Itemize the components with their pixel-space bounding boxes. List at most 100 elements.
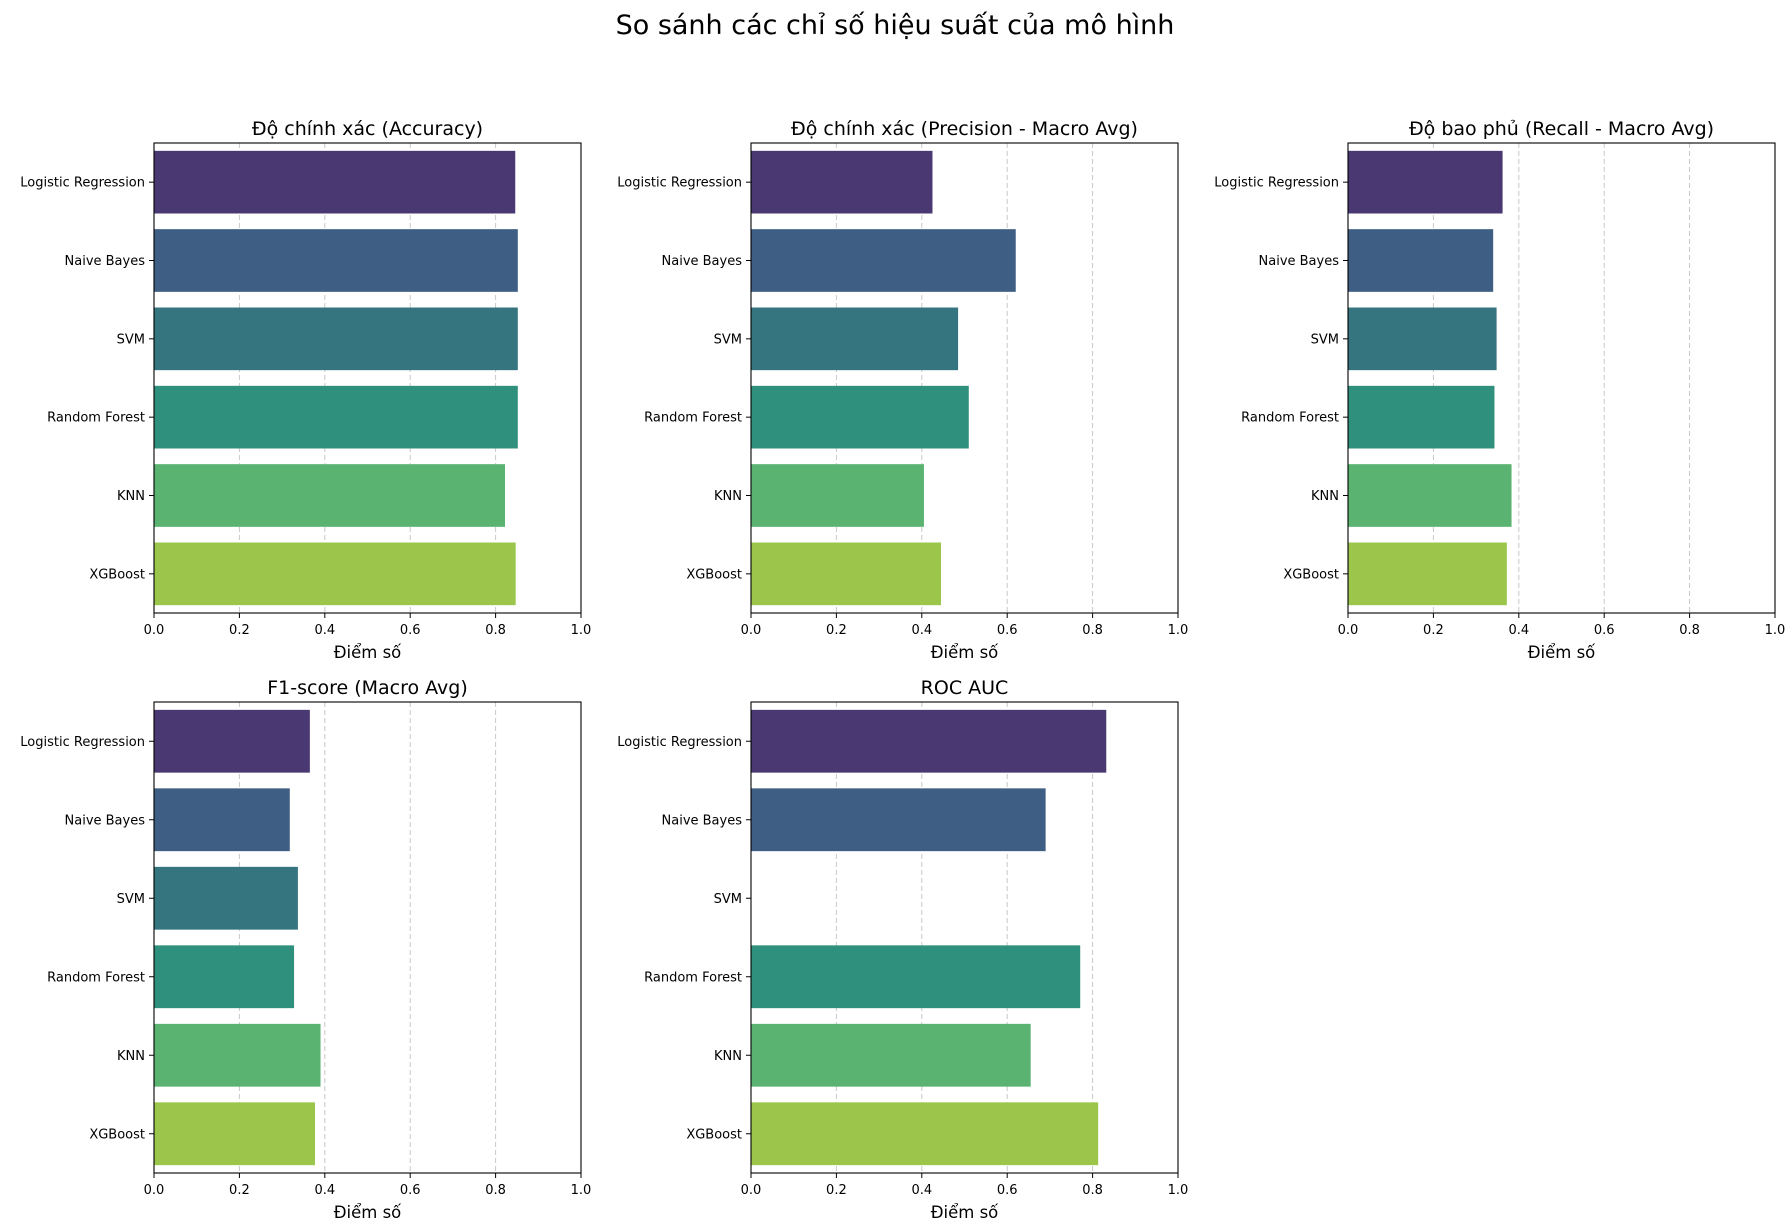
axes-frame <box>153 701 582 1174</box>
axes-frame <box>750 142 1179 614</box>
plot-area <box>751 143 1178 613</box>
y-tick-label: KNN <box>714 1049 742 1064</box>
bar-random-forest <box>154 385 518 449</box>
x-tick-label: 0.4 <box>911 623 932 638</box>
bar-random-forest <box>751 945 1081 1009</box>
y-tick-label: Random Forest <box>47 411 145 426</box>
y-tick-label: SVM <box>1311 332 1339 347</box>
bar-logistic-regression <box>154 150 516 214</box>
bar-naive-bayes <box>154 229 518 292</box>
y-tick-label: XGBoost <box>686 1127 742 1142</box>
bar-random-forest <box>154 945 295 1009</box>
x-tick-label: 0.0 <box>144 1183 165 1198</box>
bar-xgboost <box>751 1102 1099 1166</box>
y-tick-label: Logistic Regression <box>617 176 742 191</box>
bar-logistic-regression <box>751 150 933 214</box>
bar-logistic-regression <box>751 709 1107 773</box>
x-tick-label: 0.8 <box>1082 1183 1103 1198</box>
bar-knn <box>1348 464 1512 527</box>
y-tick-label: SVM <box>714 332 742 347</box>
x-tick-label: 0.0 <box>741 623 762 638</box>
subplot-1: Logistic Regression Naive Bayes SVM Random … <box>20 118 591 662</box>
subplot-title: Độ chính xác (Accuracy) <box>252 118 483 140</box>
x-tick-label: 1.0 <box>1168 623 1189 638</box>
x-axis-label: Điểm số <box>931 643 999 662</box>
y-tick-label: Naive Bayes <box>662 254 743 269</box>
bar-xgboost <box>154 542 516 606</box>
bar-logistic-regression <box>1348 150 1503 214</box>
bar-svm <box>1348 307 1497 371</box>
x-tick-label: 0.6 <box>400 1183 421 1198</box>
x-tick-label: 0.2 <box>1423 623 1444 638</box>
x-tick-label: 1.0 <box>571 1183 592 1198</box>
y-tick-label: Logistic Regression <box>20 735 145 750</box>
axes-frame <box>1347 142 1776 614</box>
plot-area <box>751 702 1178 1173</box>
y-tick-label: Random Forest <box>1241 411 1339 426</box>
bar-logistic-regression <box>154 709 310 773</box>
bar-svm <box>154 307 518 371</box>
figure-title: So sánh các chỉ số hiệu suất của mô hình <box>616 10 1175 41</box>
bar-random-forest <box>1348 385 1495 449</box>
x-tick-label: 0.0 <box>741 1183 762 1198</box>
x-tick-label: 1.0 <box>1168 1183 1189 1198</box>
bar-random-forest <box>751 385 969 449</box>
x-tick-label: 0.6 <box>1594 623 1615 638</box>
bar-naive-bayes <box>751 788 1046 852</box>
x-tick-label: 0.4 <box>314 623 335 638</box>
x-tick-label: 0.4 <box>314 1183 335 1198</box>
bar-svm <box>751 307 959 371</box>
bar-knn <box>751 464 924 527</box>
subplot-title: Độ bao phủ (Recall - Macro Avg) <box>1409 118 1714 140</box>
bar-xgboost <box>1348 542 1507 606</box>
x-tick-label: 0.2 <box>826 1183 847 1198</box>
x-tick-label: 0.6 <box>997 1183 1018 1198</box>
x-tick-label: 0.8 <box>1082 623 1103 638</box>
y-tick-label: KNN <box>117 489 145 504</box>
plot-area <box>1348 143 1775 613</box>
y-tick-label: Random Forest <box>47 970 145 985</box>
x-tick-label: 0.8 <box>485 1183 506 1198</box>
axes-frame <box>153 142 582 614</box>
bar-xgboost <box>154 1102 315 1166</box>
x-tick-label: 0.0 <box>144 623 165 638</box>
x-tick-label: 0.8 <box>485 623 506 638</box>
y-tick-label: Random Forest <box>644 411 742 426</box>
y-tick-label: Random Forest <box>644 970 742 985</box>
subplot-4: Logistic Regression Naive Bayes SVM Random … <box>20 677 591 1222</box>
x-tick-label: 1.0 <box>571 623 592 638</box>
subplot-title: F1-score (Macro Avg) <box>267 677 468 699</box>
x-tick-label: 0.6 <box>400 623 421 638</box>
x-tick-label: 0.4 <box>911 1183 932 1198</box>
subplot-5: Logistic Regression Naive Bayes SVM Random … <box>617 677 1188 1222</box>
bar-xgboost <box>751 542 942 606</box>
y-tick-label: KNN <box>1311 489 1339 504</box>
x-tick-label: 0.0 <box>1338 623 1359 638</box>
x-tick-label: 0.2 <box>229 1183 250 1198</box>
y-tick-label: Naive Bayes <box>1259 254 1340 269</box>
y-tick-label: XGBoost <box>89 1127 145 1142</box>
bar-naive-bayes <box>154 788 290 852</box>
plot-area <box>154 702 581 1173</box>
y-tick-label: KNN <box>117 1049 145 1064</box>
y-tick-label: SVM <box>117 892 145 907</box>
x-tick-label: 0.8 <box>1679 623 1700 638</box>
x-tick-label: 0.6 <box>997 623 1018 638</box>
y-tick-label: Logistic Regression <box>1214 176 1339 191</box>
y-tick-label: Naive Bayes <box>65 813 146 828</box>
axes-frame <box>750 701 1179 1174</box>
subplot-title: ROC AUC <box>921 677 1009 699</box>
y-tick-label: SVM <box>714 892 742 907</box>
y-tick-label: Naive Bayes <box>662 813 743 828</box>
y-tick-label: XGBoost <box>89 567 145 582</box>
y-tick-label: Logistic Regression <box>20 176 145 191</box>
subplots-grid: Logistic Regression Naive Bayes SVM Random … <box>20 118 1785 1222</box>
subplot-title: Độ chính xác (Precision - Macro Avg) <box>791 118 1138 140</box>
bar-knn <box>751 1023 1031 1087</box>
x-axis-label: Điểm số <box>1528 643 1596 662</box>
x-axis-label: Điểm số <box>334 643 402 662</box>
bar-naive-bayes <box>1348 229 1494 292</box>
y-tick-label: XGBoost <box>686 567 742 582</box>
bar-knn <box>154 464 505 527</box>
